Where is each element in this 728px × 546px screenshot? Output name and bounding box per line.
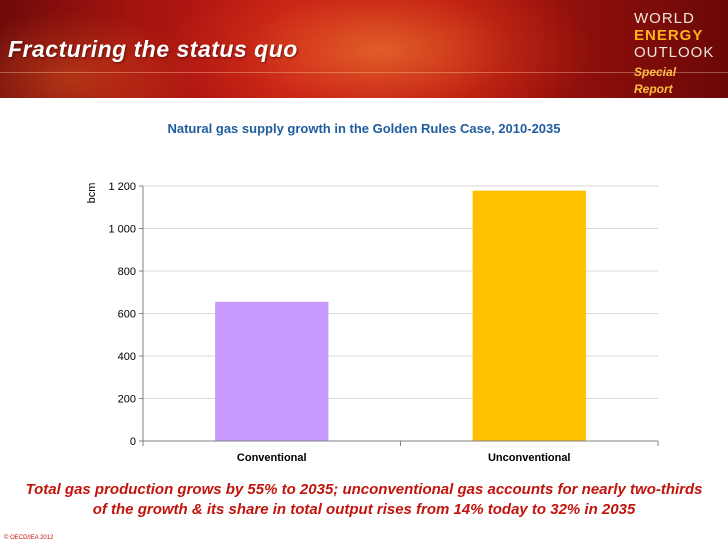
caption-line-1: Total gas production grows by 55% to 203… xyxy=(25,481,703,498)
y-tick-label: 400 xyxy=(118,351,136,363)
y-tick-label: 600 xyxy=(118,309,136,321)
logo-line-special-report: Special Report xyxy=(634,65,677,96)
slide-caption: Total gas production grows by 55% to 203… xyxy=(0,480,728,520)
logo-line-energy: ENERGY xyxy=(634,27,704,44)
caption-line-2: of the growth & its share in total outpu… xyxy=(92,501,636,518)
bar-unconventional xyxy=(472,190,586,441)
y-tick-label: 1 000 xyxy=(108,224,136,236)
y-tick-label: 800 xyxy=(118,266,136,278)
y-tick-label: 1 200 xyxy=(108,181,136,193)
logo-line-outlook: OUTLOOK xyxy=(634,44,715,61)
y-tick-label: 200 xyxy=(118,394,136,406)
chart-title: Natural gas supply growth in the Golden … xyxy=(167,121,561,136)
weo-logo: WORLD ENERGY OUTLOOK Special Report xyxy=(634,10,714,98)
y-tick-label: 0 xyxy=(130,436,136,448)
y-axis-label: bcm xyxy=(86,183,98,204)
x-tick-label: Conventional xyxy=(237,452,307,464)
header-banner: Fracturing the status quo WORLD ENERGY O… xyxy=(0,0,728,98)
x-tick-label: Unconventional xyxy=(488,452,571,464)
logo-line-world: WORLD xyxy=(634,10,695,27)
banner-rule xyxy=(0,72,728,73)
page-title: Fracturing the status quo xyxy=(8,36,298,62)
copyright-notice: © OECD/IEA 2012 xyxy=(4,535,54,541)
bar-conventional xyxy=(215,301,329,441)
